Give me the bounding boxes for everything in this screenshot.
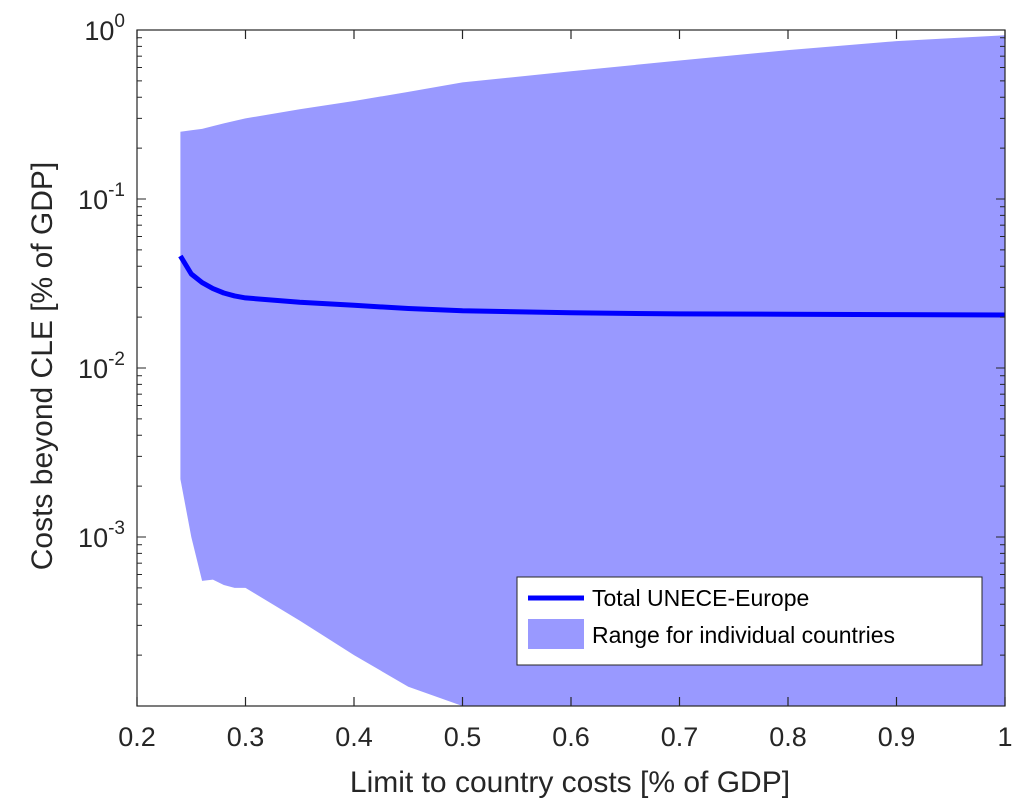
x-tick-label: 0.2 [118,722,156,752]
plot-area [178,35,1005,706]
legend-box [516,576,983,666]
y-axis-title: Costs beyond CLE [% of GDP] [26,162,59,571]
x-tick-label: 1 [997,722,1012,752]
y-tick-label: 10-3 [78,518,125,553]
legend: Total UNECE-Europe Range for individual … [516,576,983,666]
x-axis-title: Limit to country costs [% of GDP] [350,766,790,799]
x-tick-label: 0.5 [444,722,482,752]
legend-label-range: Range for individual countries [592,622,895,648]
range-band [180,35,1005,706]
y-tick-labels: 10-3 10-2 10-1 100 [78,11,125,553]
x-tick-label: 0.7 [661,722,699,752]
x-tick-label: 0.8 [769,722,807,752]
legend-label-total: Total UNECE-Europe [592,585,809,611]
total-unece-line [178,254,1005,318]
y-tick-label: 100 [84,11,125,46]
axes [136,29,1006,707]
x-tick-label: 0.9 [878,722,916,752]
legend-swatch-range [528,619,584,649]
y-tick-label: 10-2 [78,349,125,384]
x-tick-labels: 0.2 0.3 0.4 0.5 0.6 0.7 0.8 0.9 1 [118,722,1012,752]
x-tick-label: 0.4 [335,722,373,752]
y-tick-label: 10-1 [78,180,125,215]
x-tick-label: 0.6 [552,722,590,752]
x-tick-label: 0.3 [227,722,265,752]
